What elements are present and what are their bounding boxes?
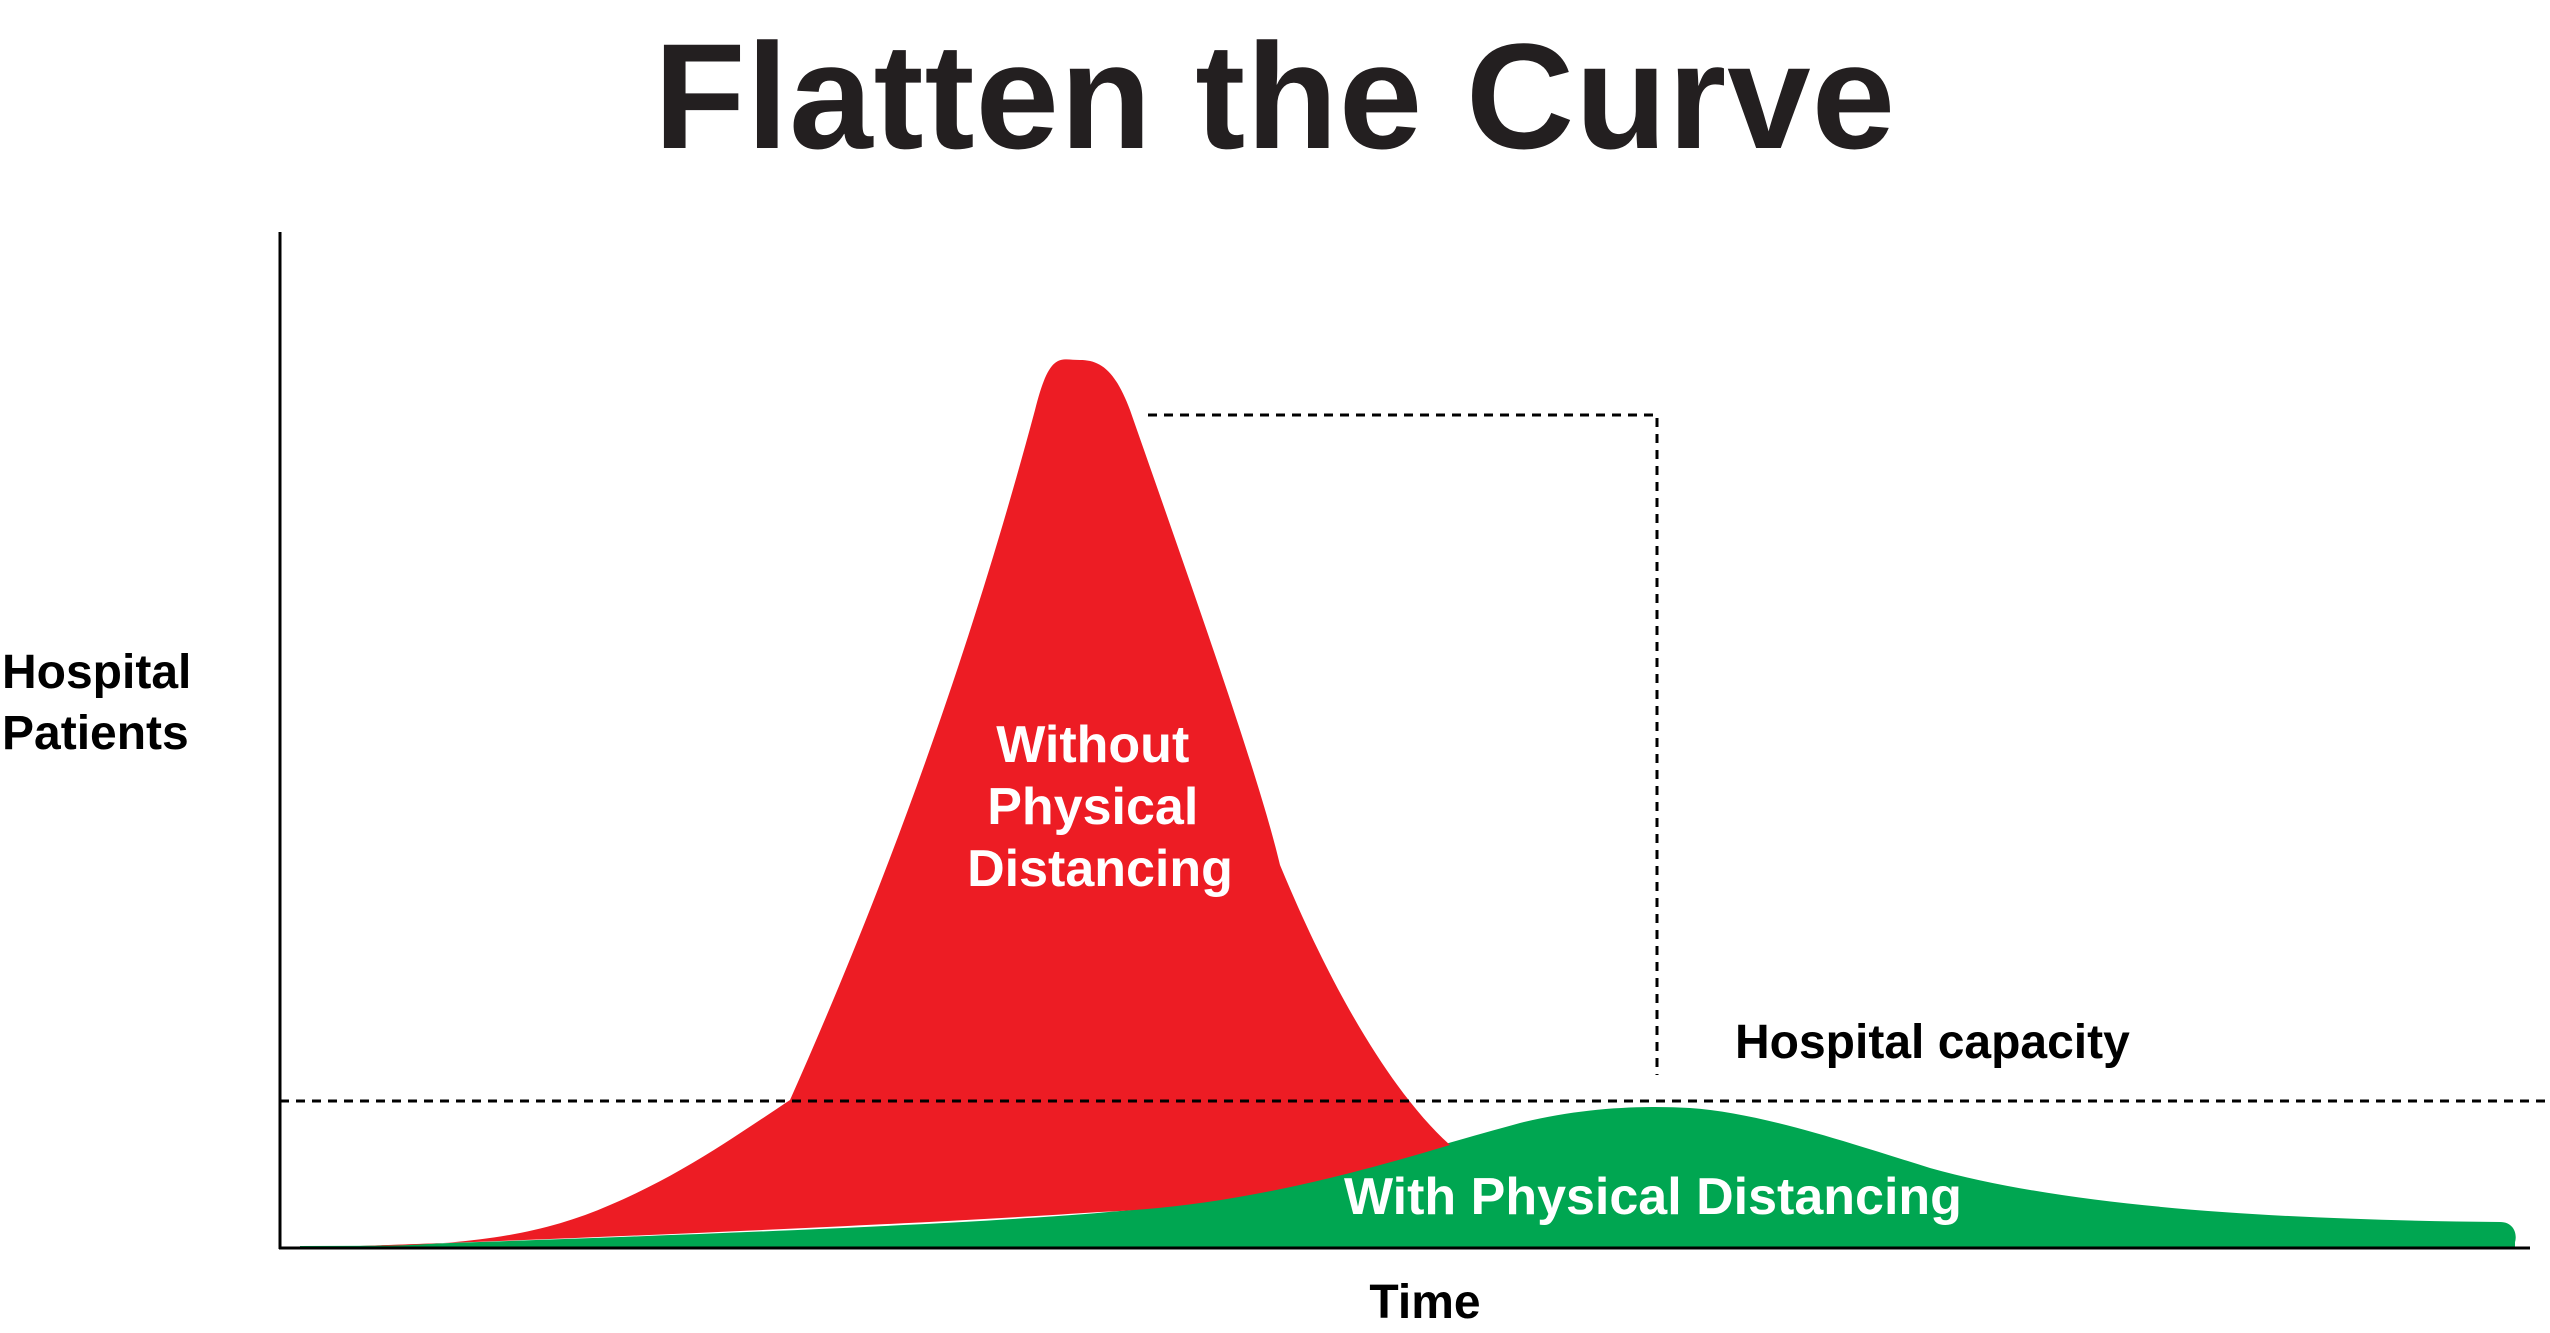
chart-title: Flatten the Curve [653,12,1897,180]
y-axis-label-line-1: Hospital [2,646,191,699]
without-distancing-label-line-2: Physical [987,778,1198,836]
without-distancing-label: Without Physical Distancing [967,716,1233,898]
baseline-strip [300,1238,2515,1248]
without-distancing-label-line-1: Without [996,716,1189,774]
with-distancing-label: With Physical Distancing [1344,1168,1962,1226]
without-distancing-area [330,359,1450,1247]
peak-reduction-bracket [1148,413,1659,1075]
x-axis-label: Time [1369,1276,1480,1329]
y-axis-label-line-2: Patients [2,707,189,760]
without-distancing-label-line-3: Distancing [967,840,1233,898]
hospital-capacity-label: Hospital capacity [1735,1016,2130,1069]
y-axis-label: Hospital Patients [2,646,205,760]
with-distancing-area [330,1106,2516,1247]
